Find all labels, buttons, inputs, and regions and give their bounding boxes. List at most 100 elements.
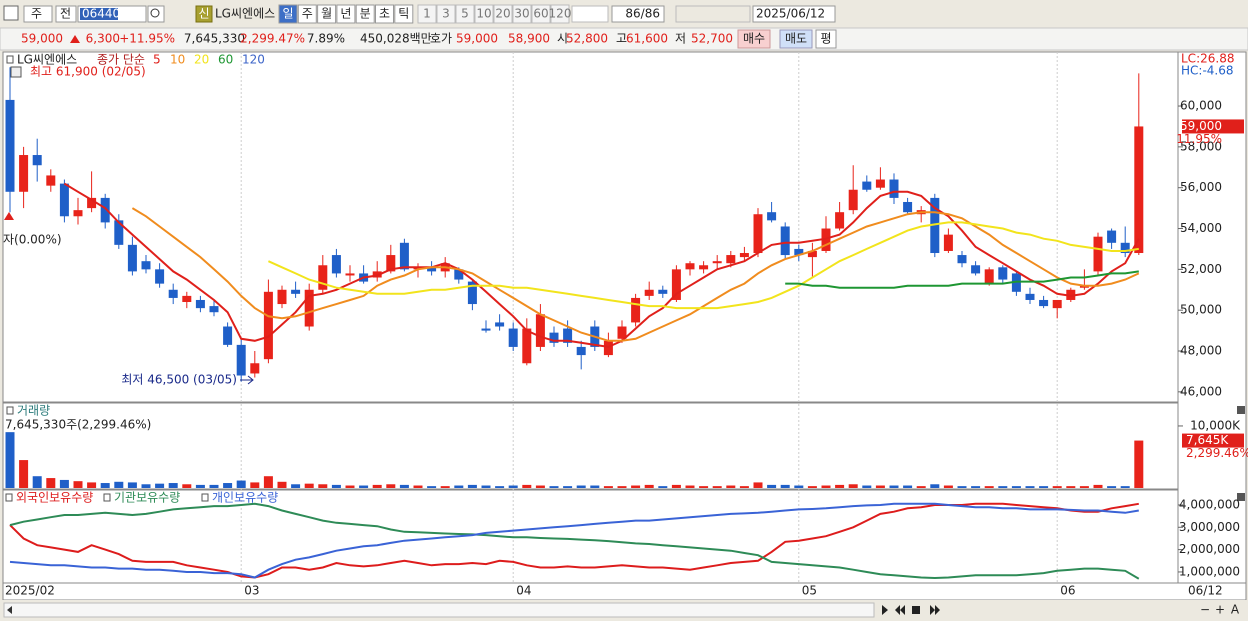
left-annotation: 자(0.00%) [3, 233, 62, 247]
volume-bar [739, 486, 749, 488]
volume-bar [617, 486, 627, 488]
period-button[interactable] [375, 4, 394, 24]
volume-bar [114, 481, 124, 488]
volume-bar [440, 486, 450, 488]
candle-body [631, 297, 641, 323]
candle-body [19, 155, 29, 192]
candle-body [794, 248, 804, 256]
zoom-control[interactable]: + [1215, 603, 1225, 617]
dropdown[interactable] [23, 5, 53, 23]
candle-body [1066, 289, 1076, 300]
volume-bar [467, 484, 477, 488]
period-label: 분 [360, 7, 371, 21]
candle-body [318, 265, 328, 290]
ma-line [63, 182, 1140, 348]
buy-label: 매수 [743, 32, 765, 46]
period-label: 일 [282, 7, 293, 21]
volume-bar [631, 485, 641, 488]
volume-bar [1120, 486, 1130, 488]
interval-label: 20 [495, 7, 510, 21]
candle-body [209, 306, 219, 313]
candle-body [263, 291, 273, 360]
period-button[interactable] [297, 4, 317, 24]
new-badge[interactable] [195, 5, 213, 23]
volume-tag-pct: 2,299.46% [1186, 446, 1248, 460]
candle-body [671, 269, 681, 300]
candle-body [767, 212, 777, 221]
legend-icon [103, 493, 111, 502]
legend-icon [6, 55, 14, 64]
search-button[interactable] [147, 5, 165, 23]
interval-button[interactable] [417, 4, 437, 24]
interval-button[interactable] [550, 4, 570, 24]
tool-icons[interactable] [675, 5, 751, 23]
close-panel[interactable] [1237, 406, 1245, 414]
hc-label: HC:-4.68 [1181, 64, 1234, 78]
interval-button[interactable] [531, 4, 551, 24]
candle-body [835, 212, 845, 229]
period-button[interactable] [278, 4, 298, 24]
volume-bar [671, 484, 681, 488]
candle-body [1093, 236, 1103, 272]
candle-body [535, 314, 545, 347]
up-arrow [70, 35, 80, 43]
candle-body [522, 328, 532, 364]
buy-button[interactable] [737, 29, 771, 49]
dropdown[interactable] [55, 5, 77, 23]
scroll-left[interactable] [7, 606, 12, 614]
interval-button[interactable] [455, 4, 475, 24]
y-tick-label: 50,000 [1180, 303, 1222, 317]
sell-button[interactable] [779, 29, 813, 49]
dropdown[interactable] [571, 5, 609, 23]
candle-body [141, 261, 151, 270]
date-input[interactable] [752, 5, 836, 23]
volume-bar [155, 483, 165, 488]
period-button[interactable] [355, 4, 375, 24]
close-panel[interactable] [1237, 493, 1245, 501]
candle-body [889, 179, 899, 198]
zoom-control[interactable]: − [1200, 603, 1210, 617]
volume-bar [821, 485, 831, 488]
interval-button[interactable] [512, 4, 532, 24]
stock-legend: LG씨엔에스 [17, 53, 77, 67]
candle-body [726, 255, 736, 264]
period-button[interactable] [317, 4, 337, 24]
volume-bar [1107, 486, 1117, 488]
candle-body [780, 226, 790, 256]
volume-bar [291, 484, 301, 488]
scroll-track[interactable] [3, 602, 875, 618]
interval-button[interactable] [474, 4, 494, 24]
icon[interactable] [3, 5, 19, 21]
volume-bar [848, 484, 858, 488]
eval-button[interactable] [815, 29, 837, 49]
volume-bar [807, 486, 817, 488]
volume-bar [699, 486, 709, 488]
volume-bar [223, 483, 233, 488]
volume-bar [386, 484, 396, 488]
volume-bar [399, 484, 409, 488]
interval-label: 5 [461, 7, 469, 21]
zoom-control[interactable]: A [1231, 603, 1240, 617]
volume-bar [141, 484, 151, 488]
period-button[interactable] [336, 4, 356, 24]
volume-bar [1079, 486, 1089, 488]
candle-body [821, 228, 831, 251]
candle-body [549, 332, 559, 343]
volume-bar [127, 482, 137, 488]
interval-label: 1 [423, 7, 431, 21]
legend-icon [5, 493, 13, 502]
candle-body [1039, 299, 1049, 307]
candle-body [59, 183, 69, 217]
interval-label: 10 [476, 7, 491, 21]
interval-button[interactable] [493, 4, 513, 24]
interval-button[interactable] [436, 4, 456, 24]
y-tick-label: 54,000 [1180, 221, 1222, 235]
candle-body [250, 363, 260, 374]
volume-tag-label: 7,645K [1186, 433, 1229, 447]
candle-body [943, 234, 953, 251]
x-tick-label: 05 [802, 584, 817, 598]
volume-bar [535, 485, 545, 488]
volume-bar [481, 485, 491, 488]
period-button[interactable] [394, 4, 414, 24]
